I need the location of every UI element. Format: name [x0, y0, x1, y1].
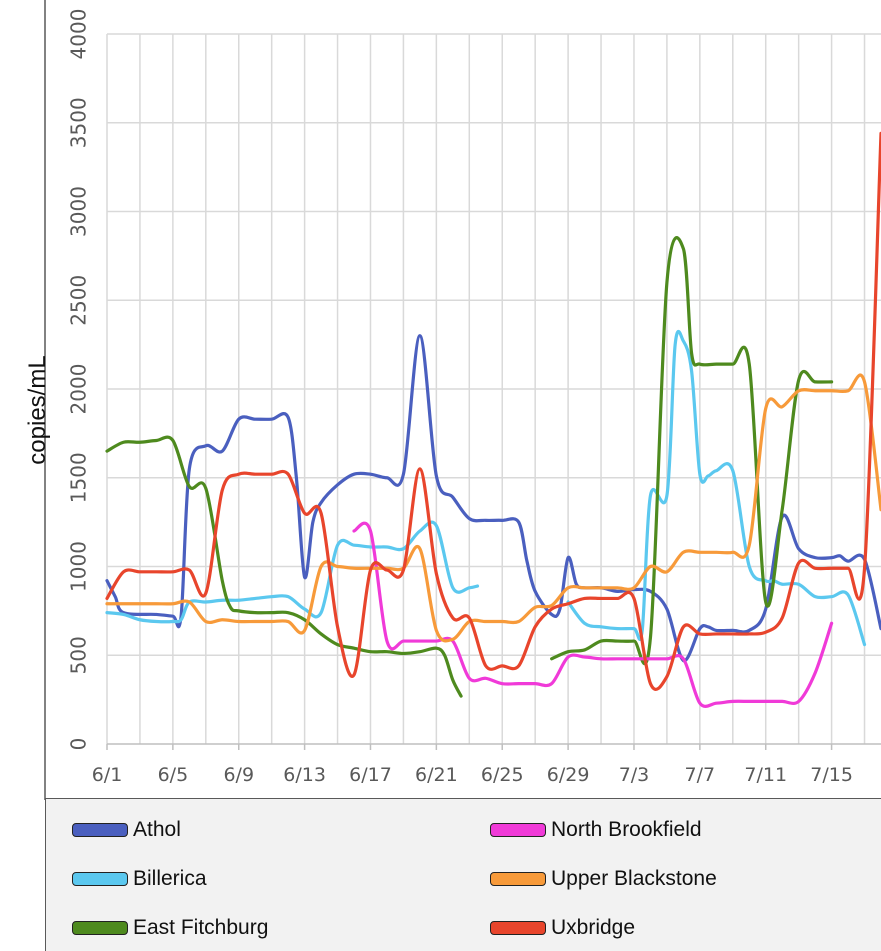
- y-tick-label: 0: [67, 738, 91, 751]
- series-line-north-brookfield: [352, 521, 834, 708]
- x-tick-label: 6/5: [158, 764, 189, 786]
- y-tick-label: 3500: [67, 97, 91, 148]
- x-tick-label: 6/9: [223, 764, 254, 786]
- legend-item-billerica[interactable]: Billerica: [72, 867, 207, 891]
- line-chart: 0 500 1000 1500 2000 2500 3000 3500 4000 6/1 6/5 6/…: [44, 0, 881, 800]
- x-tick-label: 7/15: [810, 764, 853, 786]
- y-tick-label: 1000: [67, 541, 91, 592]
- y-tick-label: 2500: [67, 275, 91, 326]
- x-tick-label: 6/17: [349, 764, 392, 786]
- legend: Athol Billerica East Fitchburg North Bro…: [45, 798, 881, 951]
- legend-label-uxbridge: Uxbridge: [551, 916, 636, 939]
- legend-swatch-east-fitchburg: [72, 921, 128, 935]
- legend-swatch-uxbridge: [490, 921, 546, 935]
- y-tick-label: 4000: [67, 9, 91, 60]
- x-tick-label: 7/7: [685, 764, 716, 786]
- legend-item-uxbridge[interactable]: Uxbridge: [490, 916, 635, 940]
- legend-label-east-fitchburg: East Fitchburg: [133, 916, 269, 939]
- legend-swatch-billerica: [72, 872, 128, 886]
- y-tick-label: 2000: [67, 364, 91, 415]
- x-tick-label: 6/13: [283, 764, 326, 786]
- legend-swatch-north-brookfield: [490, 823, 546, 837]
- series-line-uxbridge: [105, 131, 881, 691]
- series-line-upper-blackstone: [105, 373, 881, 643]
- legend-swatch-athol: [72, 823, 128, 837]
- series-line-billerica: [566, 329, 867, 647]
- series-line-billerica: [105, 520, 480, 624]
- legend-item-east-fitchburg[interactable]: East Fitchburg: [72, 916, 268, 940]
- x-tick-label: 6/25: [481, 764, 524, 786]
- legend-label-upper-blackstone: Upper Blackstone: [551, 867, 717, 890]
- series-line-athol: [105, 334, 881, 663]
- x-tick-label: 7/3: [619, 764, 650, 786]
- legend-item-north-brookfield[interactable]: North Brookfield: [490, 818, 702, 842]
- x-tick-label: 6/29: [547, 764, 590, 786]
- series-line-east-fitchburg: [550, 236, 834, 666]
- y-tick-label: 500: [67, 636, 91, 674]
- legend-item-upper-blackstone[interactable]: Upper Blackstone: [490, 867, 717, 891]
- legend-item-athol[interactable]: Athol: [72, 818, 181, 842]
- y-tick-label: 1500: [67, 452, 91, 503]
- x-tick-label: 6/1: [92, 764, 123, 786]
- series-line-east-fitchburg: [105, 435, 463, 698]
- legend-swatch-upper-blackstone: [490, 872, 546, 886]
- legend-label-north-brookfield: North Brookfield: [551, 818, 702, 841]
- y-tick-label: 3000: [67, 186, 91, 237]
- y-axis-label: copies/mL: [24, 355, 51, 465]
- legend-label-billerica: Billerica: [133, 867, 207, 890]
- x-tick-label: 7/11: [744, 764, 787, 786]
- legend-label-athol: Athol: [133, 818, 181, 841]
- x-tick-label: 6/21: [415, 764, 458, 786]
